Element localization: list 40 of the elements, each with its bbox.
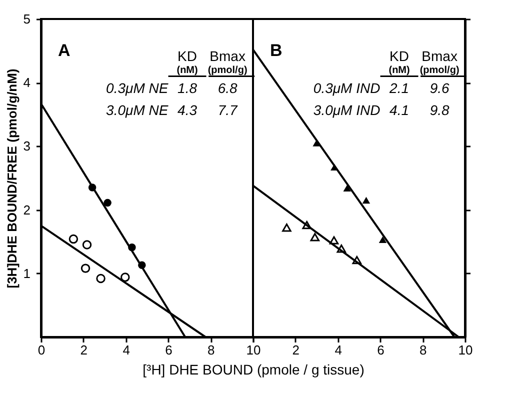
y-axis-title: [3H]DHE BOUND/FREE (pmol/g/nM) <box>4 68 20 288</box>
x-tick-label: 6 <box>165 342 172 358</box>
x-tick-label: 10 <box>246 342 261 358</box>
annotation: 4.3 <box>178 102 198 118</box>
x-tick-label: 2 <box>292 342 300 358</box>
annotation: (pmol/g) <box>420 64 460 76</box>
x-tick-label: 2 <box>80 342 88 358</box>
x-tick-label: 8 <box>419 342 427 358</box>
annotation: 0.3μM NE <box>106 80 169 96</box>
annotation: 4.1 <box>390 102 410 118</box>
y-tick-label: 4 <box>23 75 30 90</box>
annotation: (pmol/g) <box>208 64 248 76</box>
annotation: (nM) <box>388 64 410 76</box>
annotation: (nM) <box>176 64 198 76</box>
annotation: B <box>270 40 282 60</box>
x-tick-label: 6 <box>377 342 384 358</box>
x-tick-label: 4 <box>334 342 342 358</box>
annotation: 6.8 <box>218 80 238 96</box>
x-tick-label: 8 <box>207 342 215 358</box>
x-tick-label: 0 <box>38 342 46 358</box>
annotation: 1.8 <box>178 80 198 96</box>
x-axis-title: [³H] DHE BOUND (pmole / g tissue) <box>142 362 364 378</box>
y-tick-label: 1 <box>23 266 30 281</box>
y-tick-label: 3 <box>23 138 30 154</box>
annotation: 0.3μM IND <box>313 80 380 96</box>
x-tick-label: 10 <box>458 342 473 358</box>
y-tick-label: 5 <box>23 12 30 26</box>
annotation: Bmax <box>210 48 246 64</box>
annotation: 3.0μM IND <box>313 102 380 118</box>
y-tick-label: 2 <box>23 202 30 218</box>
annotation: KD <box>178 48 198 64</box>
annotation: Bmax <box>422 48 458 64</box>
annotation: 9.8 <box>430 102 450 118</box>
annotation: KD <box>390 48 410 64</box>
x-tick-label: 4 <box>122 342 130 358</box>
annotation: 3.0μM NE <box>106 102 169 118</box>
annotation: 9.6 <box>430 80 450 96</box>
annotation: 7.7 <box>218 102 238 118</box>
annotation: A <box>58 40 70 60</box>
annotation: 2.1 <box>388 80 410 96</box>
